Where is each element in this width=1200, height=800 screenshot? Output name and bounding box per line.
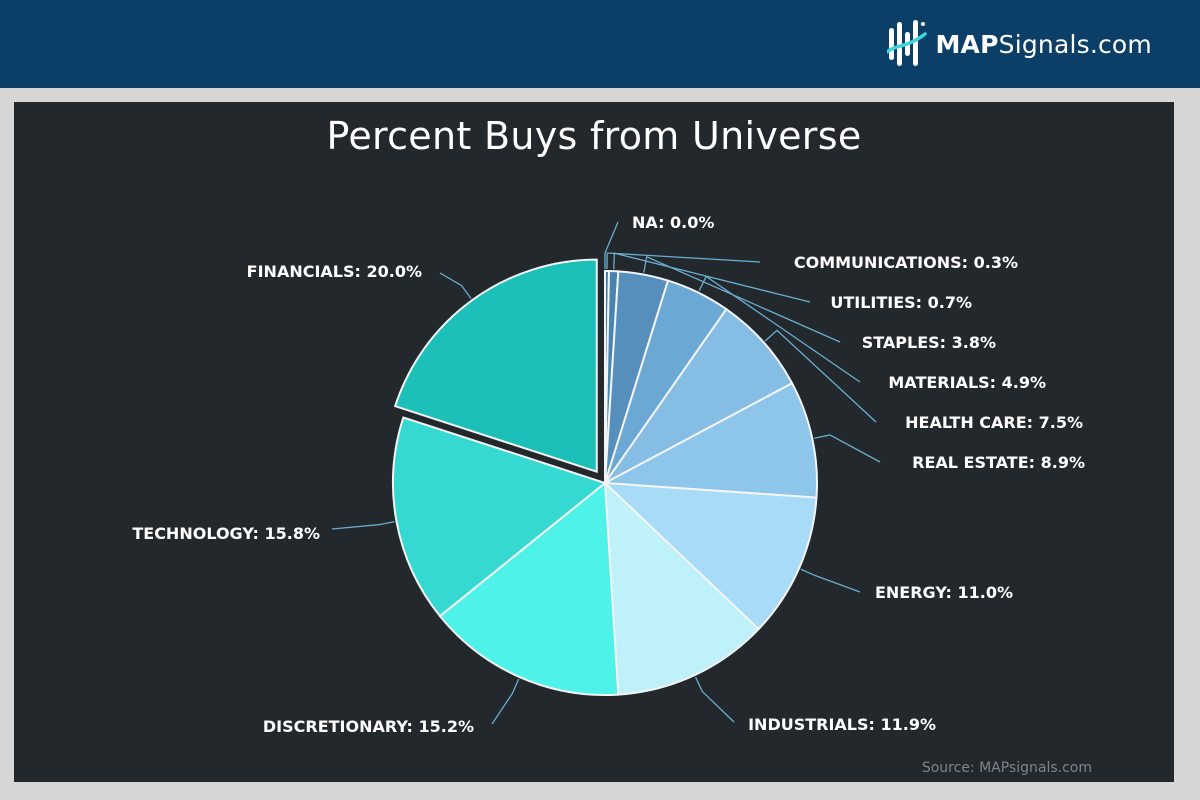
- brand-logo[interactable]: MAPSignals.com: [887, 18, 1152, 70]
- slice-label-utilities: UTILITIES: 0.7%: [830, 293, 972, 312]
- leader-line-materials: [698, 275, 861, 383]
- leader-line-energy: [800, 568, 861, 593]
- pie-slice-health-care: [604, 307, 794, 484]
- leader-line-staples: [643, 255, 841, 343]
- header-bar: MAPSignals.com: [0, 0, 1200, 88]
- leader-line-communications: [606, 252, 761, 270]
- pie-slice-technology: [392, 416, 608, 618]
- slice-label-health-care: HEALTH CARE: 7.5%: [905, 413, 1083, 432]
- leader-line-real-estate: [814, 434, 881, 463]
- brand-name-rest: Signals.com: [998, 29, 1152, 59]
- slice-label-financials: FINANCIALS: 20.0%: [247, 262, 422, 281]
- brand-name: MAPSignals.com: [935, 30, 1152, 59]
- leader-line-discretionary: [491, 678, 520, 725]
- leader-line-financials: [439, 272, 472, 299]
- pie-slice-financials: [393, 258, 598, 474]
- pie-slices: [392, 258, 818, 696]
- source-note: Source: MAPsignals.com: [921, 760, 1092, 776]
- slice-label-materials: MATERIALS: 4.9%: [888, 373, 1046, 392]
- mapsignals-logo-icon: [887, 20, 928, 66]
- leader-lines: [331, 221, 881, 725]
- pie-slice-energy: [602, 481, 818, 631]
- slice-label-technology: TECHNOLOGY: 15.8%: [132, 524, 320, 543]
- slice-label-na: NA: 0.0%: [632, 213, 714, 232]
- slice-label-real-estate: REAL ESTATE: 8.9%: [912, 453, 1085, 472]
- slice-label-staples: STAPLES: 3.8%: [862, 333, 996, 352]
- slice-label-energy: ENERGY: 11.0%: [875, 583, 1013, 602]
- leader-line-industrials: [694, 676, 735, 723]
- leader-line-utilities: [613, 252, 811, 303]
- slice-labels: NA: 0.0% COMMUNICATIONS: 0.3% UTILITIES: 0…: [132, 213, 1085, 736]
- chart-title: Percent Buys from Universe: [326, 114, 862, 158]
- leader-line-technology: [331, 521, 395, 530]
- brand-name-bold: MAP: [935, 29, 999, 59]
- leader-line-na: [604, 221, 619, 269]
- slice-label-discretionary: DISCRETIONARY: 15.2%: [263, 717, 474, 736]
- leader-line-health-care: [764, 329, 877, 423]
- pie-slice-industrials: [603, 480, 761, 696]
- pie-slice-discretionary: [438, 481, 620, 696]
- slice-label-industrials: INDUSTRIALS: 11.9%: [748, 715, 936, 734]
- slice-label-communications: COMMUNICATIONS: 0.3%: [794, 253, 1018, 272]
- pie-slice-real-estate: [601, 381, 818, 499]
